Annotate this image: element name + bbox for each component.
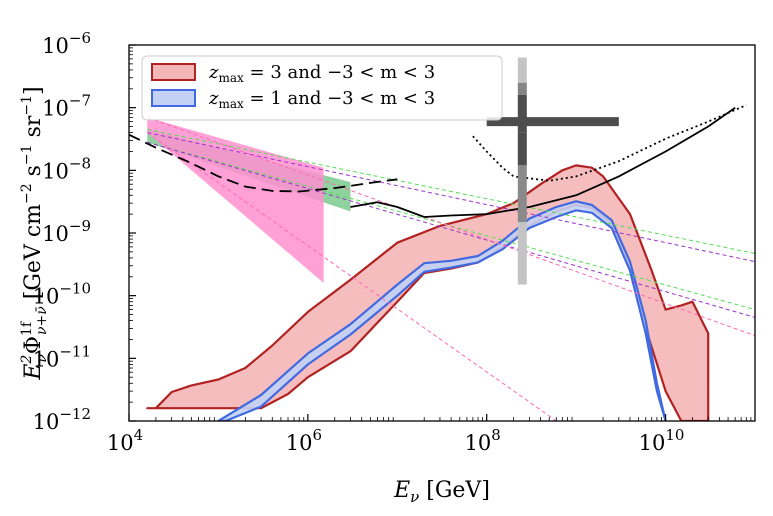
- x-tick-label: 1010: [639, 426, 685, 455]
- x-tick-label: 104: [107, 426, 143, 455]
- z-max-1-and-3-m-3-band: [217, 200, 667, 421]
- legend-box: [141, 55, 503, 121]
- legend-label-1: zmax = 3 and −3 < m < 3: [208, 62, 435, 85]
- dashed-black-sensitivity-line: [129, 133, 398, 193]
- dotted-black-sensitivity-line: [472, 104, 747, 182]
- y-tick-label: 10−12: [33, 405, 91, 434]
- y-tick-label: 10−10: [33, 280, 91, 309]
- legend-label-2: zmax = 1 and −3 < m < 3: [208, 88, 435, 111]
- y-tick-label: 10−6: [42, 29, 91, 58]
- x-tick-label: 106: [286, 426, 322, 455]
- x-tick-label: 108: [465, 426, 501, 455]
- y-tick-label: 10−7: [42, 92, 91, 121]
- legend: zmax = 3 and −3 < m < 3 zmax = 1 and −3 <…: [141, 55, 503, 121]
- solid-black-sensitivity-line: [350, 106, 736, 218]
- legend-swatch-2: [151, 89, 196, 107]
- purple-extrapolation-upper-line: [147, 132, 755, 263]
- x-axis-title: Eν [GeV]: [393, 478, 490, 506]
- plot-area: [129, 57, 755, 421]
- pink-flux-band-band: [147, 117, 324, 283]
- green-extrapolation-upper-line: [147, 128, 755, 254]
- axis-ticks: 104 106 108 1010 10−12 10−11 10−10 10−9 10−8 10−7…: [33, 29, 752, 455]
- y-axis-title: E2νΦ1fν+ν̄ [GeV cm−2 s−1 sr−1]: [19, 86, 50, 380]
- legend-swatch-1: [151, 63, 196, 81]
- green-extrapolation-lower-line: [147, 141, 755, 311]
- y-tick-label: 10−11: [33, 342, 91, 371]
- purple-extrapolation-lower-line: [147, 141, 755, 318]
- y-tick-label: 10−9: [42, 217, 91, 246]
- y-tick-label: 10−8: [42, 154, 91, 183]
- pink-extrapolation-upper-line: [147, 116, 755, 337]
